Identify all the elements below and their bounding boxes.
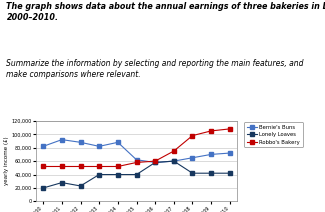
Lonely Loaves xyxy=(97,173,101,176)
Robbo's Bakery xyxy=(97,165,101,168)
Line: Bernie's Buns: Bernie's Buns xyxy=(42,138,231,164)
Robbo's Bakery xyxy=(209,130,213,132)
Robbo's Bakery xyxy=(79,165,83,168)
Line: Robbo's Bakery: Robbo's Bakery xyxy=(42,127,231,168)
Lonely Loaves xyxy=(172,160,176,162)
Y-axis label: yearly income (£): yearly income (£) xyxy=(4,137,8,186)
Bernie's Buns xyxy=(172,160,176,162)
Lonely Loaves xyxy=(60,181,64,184)
Bernie's Buns xyxy=(190,156,194,159)
Bernie's Buns xyxy=(97,145,101,148)
Robbo's Bakery xyxy=(60,165,64,168)
Lonely Loaves xyxy=(135,173,138,176)
Lonely Loaves xyxy=(190,172,194,174)
Robbo's Bakery xyxy=(116,165,120,168)
Bernie's Buns xyxy=(60,138,64,141)
Robbo's Bakery xyxy=(190,134,194,137)
Lonely Loaves xyxy=(116,173,120,176)
Line: Lonely Loaves: Lonely Loaves xyxy=(42,159,231,190)
Bernie's Buns xyxy=(79,141,83,144)
Bernie's Buns xyxy=(41,145,45,148)
Lonely Loaves xyxy=(209,172,213,174)
Bernie's Buns xyxy=(153,161,157,164)
Robbo's Bakery xyxy=(153,160,157,162)
Robbo's Bakery xyxy=(41,165,45,168)
Lonely Loaves xyxy=(228,172,232,174)
Text: Summarize the information by selecting and reporting the main features, and
make: Summarize the information by selecting a… xyxy=(6,59,304,79)
Text: The graph shows data about the annual earnings of three bakeries in London,
2000: The graph shows data about the annual ea… xyxy=(6,2,325,22)
Legend: Bernie's Buns, Lonely Loaves, Robbo's Bakery: Bernie's Buns, Lonely Loaves, Robbo's Ba… xyxy=(244,122,303,147)
Robbo's Bakery xyxy=(172,150,176,152)
Robbo's Bakery xyxy=(228,128,232,130)
Bernie's Buns xyxy=(135,159,138,161)
Robbo's Bakery xyxy=(135,161,138,164)
Bernie's Buns xyxy=(228,152,232,154)
Bernie's Buns xyxy=(116,141,120,144)
Lonely Loaves xyxy=(153,161,157,164)
Bernie's Buns xyxy=(209,153,213,156)
Lonely Loaves xyxy=(79,185,83,187)
Lonely Loaves xyxy=(41,187,45,189)
